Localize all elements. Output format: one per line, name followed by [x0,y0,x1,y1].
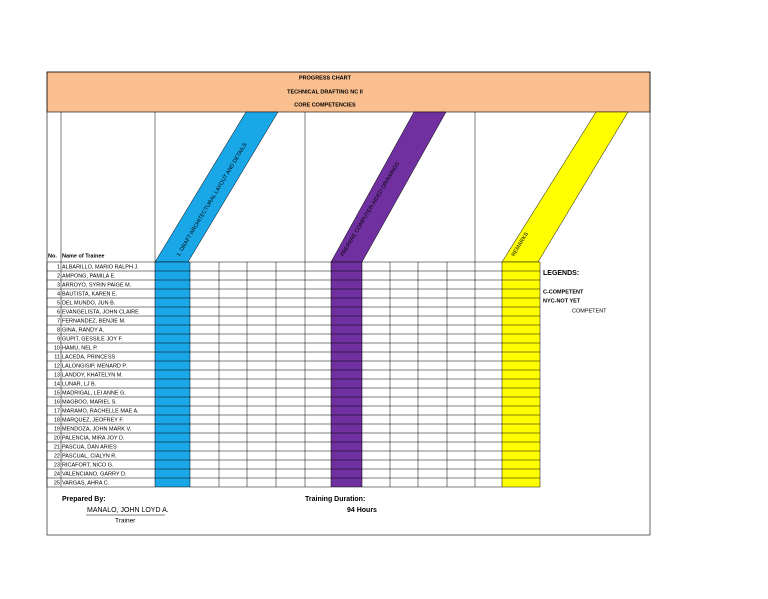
row-name: GINA, RANDY A. [62,327,105,333]
row-no: 12 [54,363,60,369]
row-no: 6 [57,309,60,315]
row-no: 22 [54,453,60,459]
row-name: DEL MUNDO, JUN B. [62,300,116,306]
row-no: 11 [54,354,60,360]
row-name: ARROYO, SYRIN PAIGE M. [62,282,132,288]
col-fill [502,262,540,487]
legend-item: COMPETENT [572,308,607,314]
row-no: 8 [57,327,60,333]
col-name: Name of Trainee [62,253,105,259]
row-name: MADRIGAL, LEI ANNE G. [62,390,126,396]
row-no: 1 [57,264,60,270]
row-no: 13 [54,372,60,378]
row-name: HAMU, NEL P. [62,345,98,351]
competency-1: 1. DRAFT ARCHITECTURAL LAYOUT AND DETAIL… [176,142,249,258]
row-no: 2 [57,273,60,279]
row-no: 16 [54,399,60,405]
row-name: MAGBOO, MARIEL S. [62,399,117,405]
row-name: EVANGELISTA, JOHN CLAIRE [62,309,139,315]
row-name: FERNANDEZ, BENJIE M. [62,318,126,324]
row-name: PASCUA, DAN ARIES [62,444,117,450]
row-name: PASCUAL, CIALYN R. [62,453,117,459]
row-no: 20 [54,435,60,441]
row-name: LANDOY, KHATELYN M. [62,372,123,378]
row-no: 10 [54,345,60,351]
row-name: LACEDA, PRINCESS [62,354,116,360]
row-no: 5 [57,300,60,306]
row-name: AMPONG, PAMILA E. [62,273,116,279]
row-name: PALENCIA, MIRA JOY D. [62,435,125,441]
prepared-label: Prepared By: [62,496,106,503]
row-name: MARAMO, RACHELLE MAE A. [62,408,139,414]
row-no: 14 [54,381,60,387]
section: CORE COMPETENCIES [294,102,356,108]
duration: 94 Hours [347,507,377,514]
trainer-name: MANALO, JOHN LOYD A. [87,507,169,514]
row-name: VARGAS, AHRA C. [62,480,110,486]
row-name: BAUTISTA, KAREN E. [62,291,118,297]
row-name: LALONGISIP, MENARD P. [62,363,127,369]
row-no: 3 [57,282,60,288]
row-no: 15 [54,390,60,396]
legend-item: NYC-NOT YET [543,298,581,304]
row-no: 9 [57,336,60,342]
row-name: LUNAR, LJ B. [62,381,97,387]
legend-title: LEGENDS: [543,270,579,277]
row-no: 4 [57,291,60,297]
col-fill [155,262,190,487]
row-no: 17 [54,408,60,414]
row-name: RICAFORT, NICO G. [62,462,114,468]
row-no: 19 [54,426,60,432]
row-no: 7 [57,318,60,324]
row-no: 23 [54,462,60,468]
row-no: 25 [54,480,60,486]
subtitle: TECHNICAL DRAFTING NC II [287,89,363,95]
row-name: ALBARILLO, MARIO RALPH J. [62,264,139,270]
row-name: MARQUEZ, JEOFREY F. [62,417,124,423]
header-band [46,71,651,113]
col-fill [331,262,362,487]
legend-item: C-COMPETENT [543,289,584,295]
row-name: VALENCIANO, GARRY D. [62,471,127,477]
row-no: 21 [54,444,60,450]
title: PROGRESS CHART [299,75,352,81]
duration-label: Training Duration: [305,496,365,503]
row-no: 24 [54,471,60,477]
row-name: MENDOZA, JOHN MARK V. [62,426,132,432]
row-name: GUPIT, GESSILE JOY F. [62,336,123,342]
row-no: 18 [54,417,60,423]
trainer-role: Trainer [115,518,136,525]
col-no: No. [48,253,57,259]
